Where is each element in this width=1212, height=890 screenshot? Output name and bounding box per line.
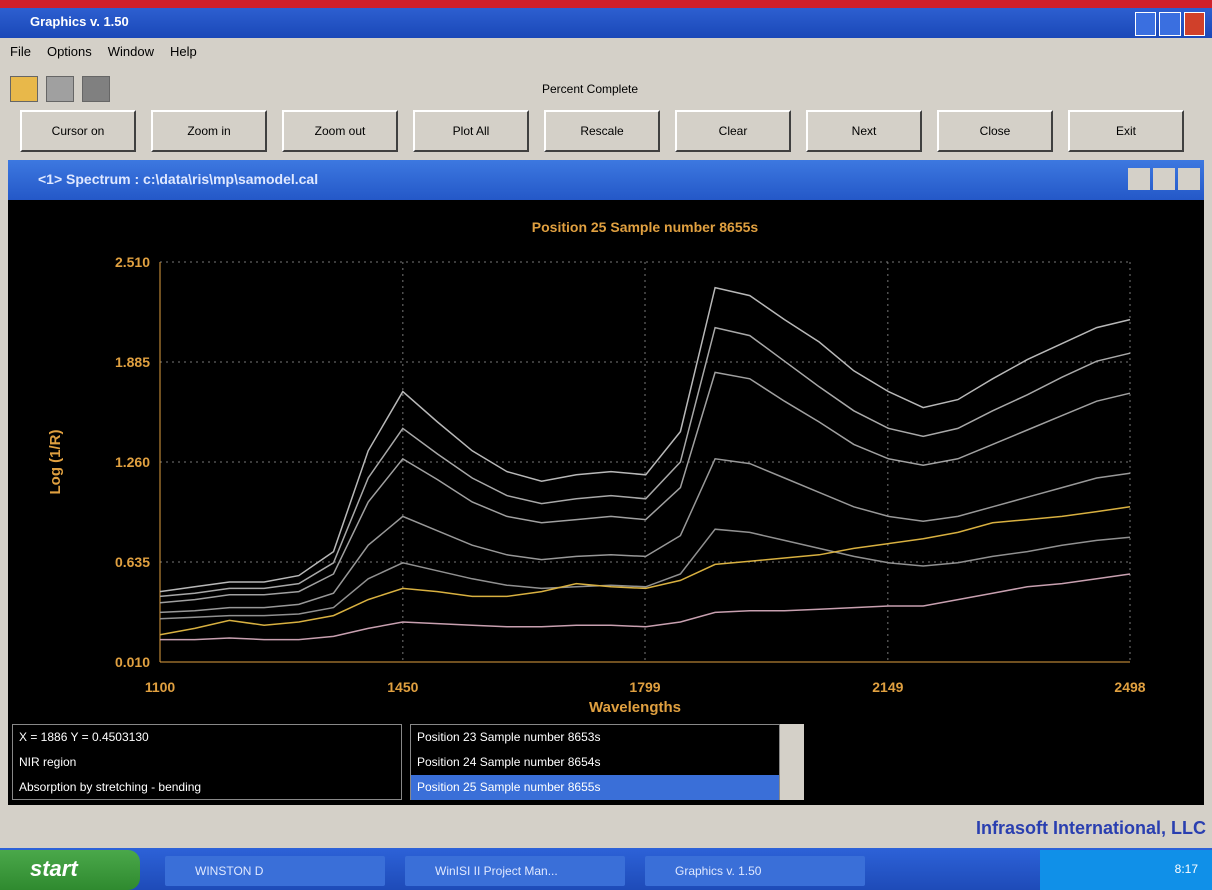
close[interactable]	[1184, 12, 1205, 36]
status-line: NIR region	[13, 750, 401, 775]
x-tick-label: 1450	[387, 679, 418, 695]
x-tick-label: 1100	[145, 679, 176, 695]
y-tick-label: 1.260	[115, 454, 150, 470]
spectrum-title: <1> Spectrum : c:\data\ris\mp\samodel.ca…	[38, 171, 318, 187]
menu-item[interactable]: Options	[47, 44, 92, 59]
toolbar-button[interactable]: Plot All	[413, 110, 529, 152]
sample-item[interactable]: Position 24 Sample number 8654s	[411, 750, 779, 775]
y-tick-label: 1.885	[115, 354, 150, 370]
toolbar-button[interactable]: Zoom out	[282, 110, 398, 152]
spectrum-controls	[1128, 168, 1200, 192]
open-icon[interactable]	[10, 76, 38, 102]
toolbar-button[interactable]: Exit	[1068, 110, 1184, 152]
status-line: X = 1886 Y = 0.4503130	[13, 725, 401, 750]
x-axis-label: Wavelengths	[589, 699, 681, 716]
toolbar-button[interactable]: Cursor on	[20, 110, 136, 152]
y-tick-label: 2.510	[115, 254, 150, 270]
title-bar: Graphics v. 1.50	[0, 8, 1212, 38]
chart-title: Position 25 Sample number 8655s	[532, 219, 759, 235]
plot-background	[8, 200, 1204, 720]
task-item[interactable]: Graphics v. 1.50	[645, 856, 865, 886]
x-tick-label: 2498	[1114, 679, 1145, 695]
maximize[interactable]	[1159, 12, 1180, 36]
task-item[interactable]: WinISI II Project Man...	[405, 856, 625, 886]
maximize[interactable]	[1153, 168, 1175, 190]
close[interactable]	[1178, 168, 1200, 190]
window-title: Graphics v. 1.50	[30, 14, 129, 29]
system-tray: 8:17	[1040, 850, 1212, 890]
screen: Graphics v. 1.50 File Options Window Help P…	[0, 0, 1212, 890]
icon-toolbar	[10, 76, 130, 102]
menu-item[interactable]: File	[10, 44, 31, 59]
progress-label: Percent Complete	[480, 82, 700, 96]
toolbar-button[interactable]: Next	[806, 110, 922, 152]
menu-item[interactable]: Help	[170, 44, 197, 59]
footer-text: Infrasoft International, LLC	[860, 818, 1206, 839]
menu-bar: File Options Window Help	[10, 44, 213, 66]
toolbar-button[interactable]: Zoom in	[151, 110, 267, 152]
toolbar-button[interactable]: Close	[937, 110, 1053, 152]
y-tick-label: 0.635	[115, 554, 150, 570]
clock: 8:17	[1175, 862, 1198, 876]
menu-item[interactable]: Window	[108, 44, 154, 59]
scrollbar[interactable]	[780, 724, 804, 800]
x-tick-label: 2149	[872, 679, 903, 695]
toolbar-button[interactable]: Clear	[675, 110, 791, 152]
minimize[interactable]	[1128, 168, 1150, 190]
minimize[interactable]	[1135, 12, 1156, 36]
y-axis-label: Log (1/R)	[47, 430, 64, 495]
spectrum-title-bar: <1> Spectrum : c:\data\ris\mp\samodel.ca…	[8, 160, 1204, 200]
top-strip	[0, 0, 1212, 8]
start-button[interactable]: start	[0, 850, 140, 890]
task-item[interactable]: WINSTON D	[165, 856, 385, 886]
hand-icon[interactable]	[46, 76, 74, 102]
toolbar-button[interactable]: Rescale	[544, 110, 660, 152]
window-controls	[1135, 12, 1205, 34]
y-tick-label: 0.010	[115, 654, 150, 670]
sample-item[interactable]: Position 23 Sample number 8653s	[411, 725, 779, 750]
sample-item[interactable]: Position 25 Sample number 8655s	[411, 775, 779, 800]
status-line: Absorption by stretching - bending	[13, 775, 401, 800]
chart: Position 25 Sample number 8655s 0.010 0.63…	[8, 200, 1204, 720]
print-icon[interactable]	[82, 76, 110, 102]
x-tick-label: 1799	[629, 679, 660, 695]
